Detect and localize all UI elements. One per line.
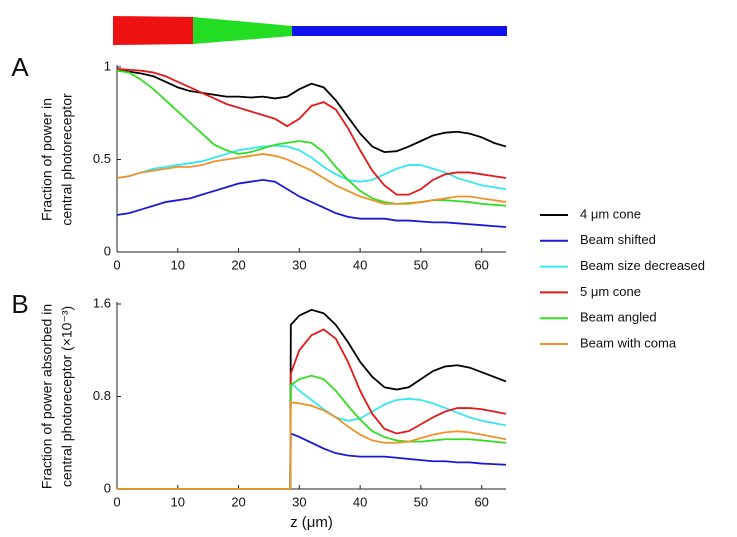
x-tick-label: 60 [474, 257, 488, 272]
series-line [117, 401, 507, 490]
schematic-red [113, 16, 193, 45]
y-tick-label: 1 [104, 58, 111, 73]
legend-label: Beam with coma [580, 335, 677, 350]
x-tick-label: 10 [171, 494, 185, 509]
x-tick-label: 50 [414, 494, 428, 509]
panel-label: B [11, 289, 28, 319]
y-tick-label: 0 [104, 243, 111, 258]
y-tick-label: 0.8 [93, 388, 111, 403]
x-tick-label: 20 [231, 257, 245, 272]
y-axis-label: central photoreceptor [59, 93, 75, 226]
x-tick-label: 40 [353, 494, 367, 509]
x-tick-label: 10 [171, 257, 185, 272]
series-line [116, 69, 507, 154]
x-tick-label: 0 [113, 257, 120, 272]
x-tick-label: 30 [292, 257, 306, 272]
legend-label: 5 μm cone [580, 284, 641, 299]
x-tick-label: 20 [231, 494, 245, 509]
series-line [117, 374, 507, 490]
panel-label: A [11, 52, 29, 82]
series-line [116, 144, 507, 190]
legend-label: Beam angled [580, 310, 657, 325]
series-line [117, 432, 507, 490]
series-line [117, 380, 507, 490]
y-tick-label: 0 [104, 480, 111, 495]
series-line [117, 308, 507, 490]
schematic-blue [292, 26, 507, 36]
x-axis-label: z (μm) [290, 514, 333, 531]
x-tick-label: 60 [474, 494, 488, 509]
series-line [116, 153, 507, 205]
legend-label: Beam shifted [580, 232, 656, 247]
series-line [117, 328, 507, 490]
y-axis-label: Fraction of power in [39, 98, 55, 221]
y-axis-label: central photoreceptor (×10⁻³) [59, 306, 75, 487]
y-axis-label: Fraction of power absorbed in [39, 304, 55, 489]
series-line [116, 67, 507, 196]
y-tick-label: 0.5 [93, 151, 111, 166]
x-tick-label: 30 [292, 494, 306, 509]
x-tick-label: 50 [414, 257, 428, 272]
schematic-green [193, 17, 292, 44]
legend-label: 4 μm cone [580, 206, 641, 221]
waveguide-schematic [113, 16, 507, 45]
y-tick-label: 1.6 [93, 295, 111, 310]
series-line [116, 69, 507, 207]
legend-label: Beam size decreased [580, 258, 705, 273]
x-tick-label: 40 [353, 257, 367, 272]
x-tick-label: 0 [113, 494, 120, 509]
series-line [116, 178, 507, 228]
